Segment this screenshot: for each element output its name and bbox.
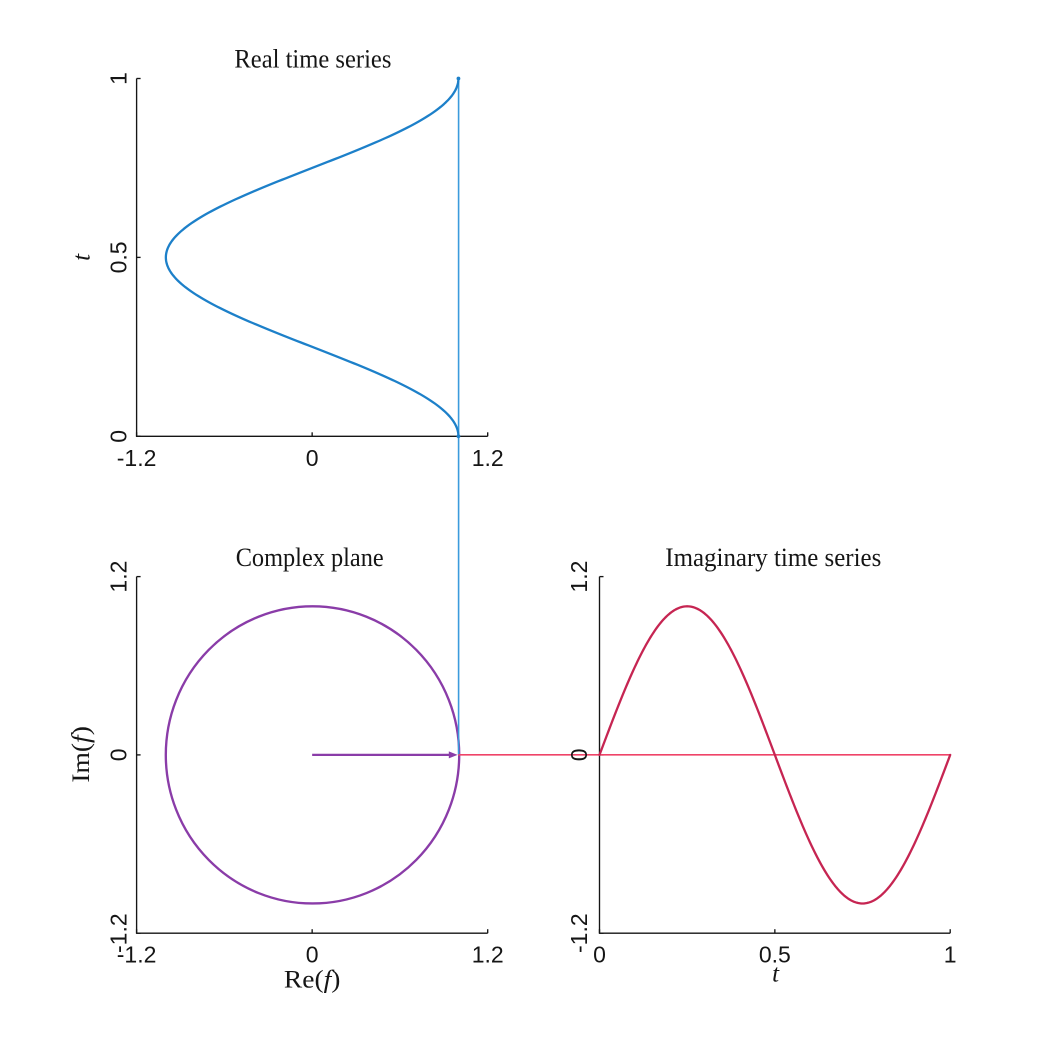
svg-text:0.5: 0.5 <box>106 241 132 273</box>
svg-text:0: 0 <box>566 749 592 762</box>
svg-text:0: 0 <box>306 942 319 968</box>
svg-text:Imaginary time series: Imaginary time series <box>665 543 881 572</box>
svg-text:0: 0 <box>306 445 319 471</box>
svg-text:Complex plane: Complex plane <box>236 543 384 572</box>
svg-text:t: t <box>69 253 96 261</box>
svg-text:Real time series: Real time series <box>234 45 391 74</box>
svg-text:-1.2: -1.2 <box>106 913 132 953</box>
svg-text:Re(f): Re(f) <box>284 967 341 994</box>
svg-text:1.2: 1.2 <box>566 561 592 593</box>
svg-text:0.5: 0.5 <box>759 942 791 968</box>
svg-text:-1.2: -1.2 <box>117 445 157 471</box>
svg-text:1: 1 <box>106 72 132 85</box>
svg-text:0: 0 <box>106 749 132 762</box>
svg-text:1.2: 1.2 <box>106 561 132 593</box>
svg-text:-1.2: -1.2 <box>566 913 592 953</box>
svg-text:1.2: 1.2 <box>472 942 504 968</box>
svg-text:1.2: 1.2 <box>472 445 504 471</box>
svg-text:-1.2: -1.2 <box>117 942 157 968</box>
svg-text:t: t <box>772 961 780 988</box>
svg-text:1: 1 <box>944 942 957 968</box>
svg-text:0: 0 <box>593 942 606 968</box>
svg-text:Im(f): Im(f) <box>68 726 95 783</box>
svg-text:0: 0 <box>106 430 132 443</box>
